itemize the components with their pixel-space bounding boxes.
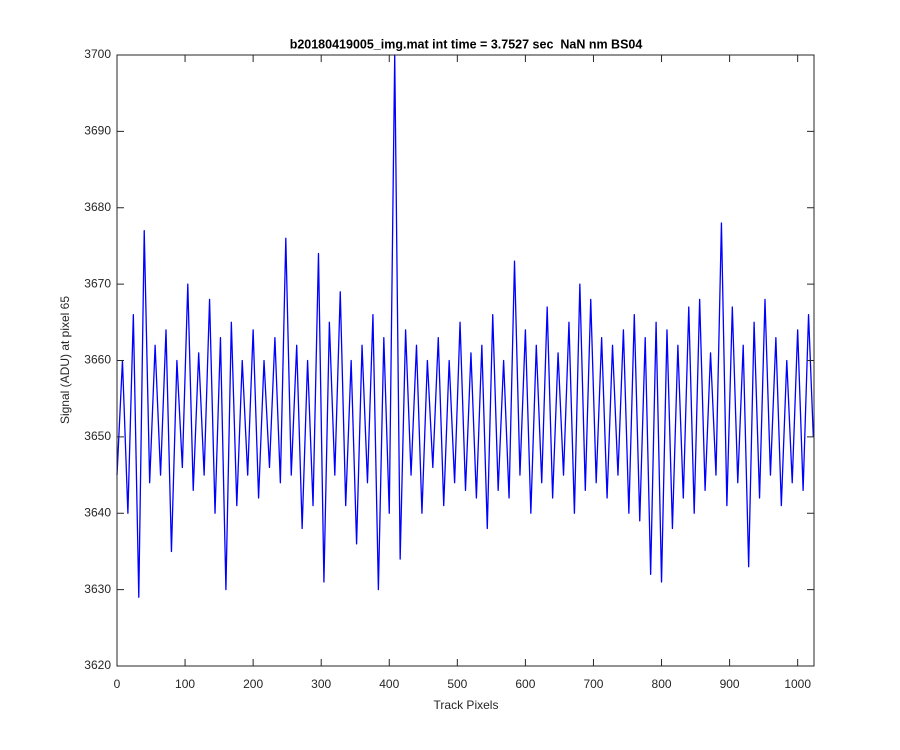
x-tick-label: 1000: [784, 677, 811, 691]
x-tick-label: 400: [379, 677, 399, 691]
data-line: [116, 54, 814, 598]
y-tick-label: 3630: [84, 582, 111, 596]
y-tick-label: 3680: [84, 200, 111, 214]
y-tick-label: 3640: [84, 505, 111, 519]
x-tick-label: 600: [515, 677, 535, 691]
x-tick-label: 700: [583, 677, 603, 691]
x-tick-label: 900: [720, 677, 740, 691]
y-tick-label: 3700: [84, 47, 111, 61]
x-axis-label: Track Pixels: [434, 698, 499, 712]
y-tick-label: 3620: [84, 658, 111, 672]
chart-title: b20180419005_img.mat int time = 3.7527 s…: [290, 37, 643, 51]
x-tick-label: 500: [447, 677, 467, 691]
y-axis-label: Signal (ADU) at pixel 65: [58, 296, 72, 424]
y-tick-label: 3670: [84, 276, 111, 290]
y-tick-label: 3690: [84, 124, 111, 138]
y-tick-label: 3660: [84, 353, 111, 367]
x-tick-label: 200: [243, 677, 263, 691]
x-tick-label: 0: [114, 677, 121, 691]
x-tick-label: 300: [311, 677, 331, 691]
x-tick-label: 100: [175, 677, 195, 691]
y-tick-label: 3650: [84, 429, 111, 443]
x-tick-label: 800: [652, 677, 672, 691]
